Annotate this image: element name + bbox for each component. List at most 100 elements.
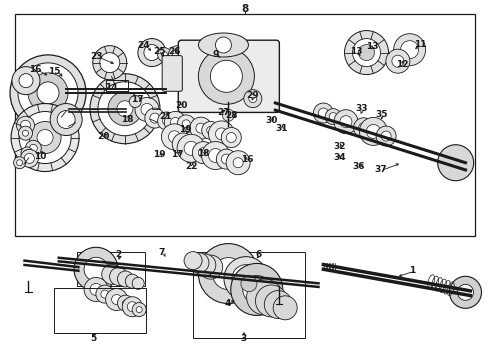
Circle shape <box>226 151 250 175</box>
Text: 34: 34 <box>334 153 346 162</box>
Text: 8: 8 <box>242 4 248 14</box>
Circle shape <box>169 46 186 64</box>
Circle shape <box>367 125 380 138</box>
Circle shape <box>90 283 102 296</box>
Circle shape <box>182 120 190 128</box>
Circle shape <box>264 291 293 319</box>
Circle shape <box>190 117 212 139</box>
Circle shape <box>244 90 262 108</box>
Circle shape <box>354 118 373 138</box>
Circle shape <box>118 295 133 311</box>
FancyBboxPatch shape <box>178 40 279 112</box>
Circle shape <box>112 294 122 305</box>
Circle shape <box>17 160 23 166</box>
Circle shape <box>118 271 133 287</box>
Text: 9: 9 <box>212 50 219 59</box>
Circle shape <box>246 279 283 315</box>
Text: 11: 11 <box>414 40 427 49</box>
Circle shape <box>359 45 374 60</box>
Text: 6: 6 <box>256 250 262 258</box>
Circle shape <box>172 50 182 60</box>
Circle shape <box>202 121 220 139</box>
Circle shape <box>212 258 245 289</box>
Text: 17: 17 <box>131 95 144 104</box>
Text: 20: 20 <box>98 132 110 140</box>
Bar <box>193 252 305 338</box>
Bar <box>15 14 475 236</box>
Circle shape <box>216 128 227 140</box>
Bar <box>54 288 146 333</box>
Text: 18: 18 <box>121 115 134 124</box>
Circle shape <box>165 111 186 134</box>
Circle shape <box>208 121 235 147</box>
Text: 22: 22 <box>185 162 197 171</box>
Circle shape <box>93 46 127 80</box>
Text: 17: 17 <box>171 150 184 159</box>
Circle shape <box>216 37 231 53</box>
Circle shape <box>29 122 61 153</box>
Circle shape <box>359 123 368 133</box>
Circle shape <box>21 149 38 167</box>
Circle shape <box>10 55 86 131</box>
Text: 16: 16 <box>241 155 253 164</box>
Circle shape <box>23 130 28 136</box>
Circle shape <box>57 111 75 129</box>
Text: 4: 4 <box>224 299 231 307</box>
Circle shape <box>102 264 122 284</box>
Circle shape <box>184 141 198 155</box>
Circle shape <box>194 254 216 276</box>
Circle shape <box>243 275 271 303</box>
Circle shape <box>171 117 180 127</box>
Text: 31: 31 <box>275 123 288 132</box>
Circle shape <box>122 297 142 317</box>
Circle shape <box>136 307 142 312</box>
Circle shape <box>449 276 482 308</box>
Circle shape <box>18 63 78 123</box>
Circle shape <box>352 39 381 67</box>
Circle shape <box>163 117 171 125</box>
Circle shape <box>273 296 297 320</box>
Circle shape <box>169 131 180 143</box>
Circle shape <box>129 95 141 108</box>
Circle shape <box>14 157 25 169</box>
Circle shape <box>24 153 34 163</box>
Circle shape <box>141 103 153 116</box>
Circle shape <box>201 141 230 170</box>
Circle shape <box>158 48 172 62</box>
Circle shape <box>37 130 53 145</box>
Circle shape <box>231 264 283 315</box>
Circle shape <box>24 150 30 156</box>
Circle shape <box>458 284 473 300</box>
Circle shape <box>25 140 41 156</box>
Text: 20: 20 <box>175 102 188 110</box>
Circle shape <box>233 158 243 168</box>
Text: 15: 15 <box>48 67 60 76</box>
Circle shape <box>359 117 388 145</box>
Circle shape <box>329 113 337 121</box>
Circle shape <box>189 253 209 273</box>
Text: 29: 29 <box>246 91 259 100</box>
Circle shape <box>314 103 333 123</box>
Circle shape <box>318 108 328 118</box>
Text: 18: 18 <box>196 149 209 158</box>
Circle shape <box>96 285 114 303</box>
Circle shape <box>177 134 205 162</box>
FancyBboxPatch shape <box>162 55 182 91</box>
Circle shape <box>135 98 159 121</box>
Circle shape <box>17 116 34 134</box>
Circle shape <box>106 288 127 311</box>
Circle shape <box>108 92 142 126</box>
Circle shape <box>127 302 137 312</box>
Circle shape <box>98 82 152 136</box>
Text: 10: 10 <box>34 152 47 161</box>
Circle shape <box>19 112 71 163</box>
Circle shape <box>110 267 127 285</box>
Circle shape <box>193 141 214 164</box>
Circle shape <box>21 120 30 130</box>
Text: 21: 21 <box>159 112 172 121</box>
Circle shape <box>232 265 260 293</box>
Circle shape <box>199 255 222 279</box>
Circle shape <box>178 139 188 149</box>
Text: 28: 28 <box>225 111 238 120</box>
Text: 5: 5 <box>90 334 96 343</box>
